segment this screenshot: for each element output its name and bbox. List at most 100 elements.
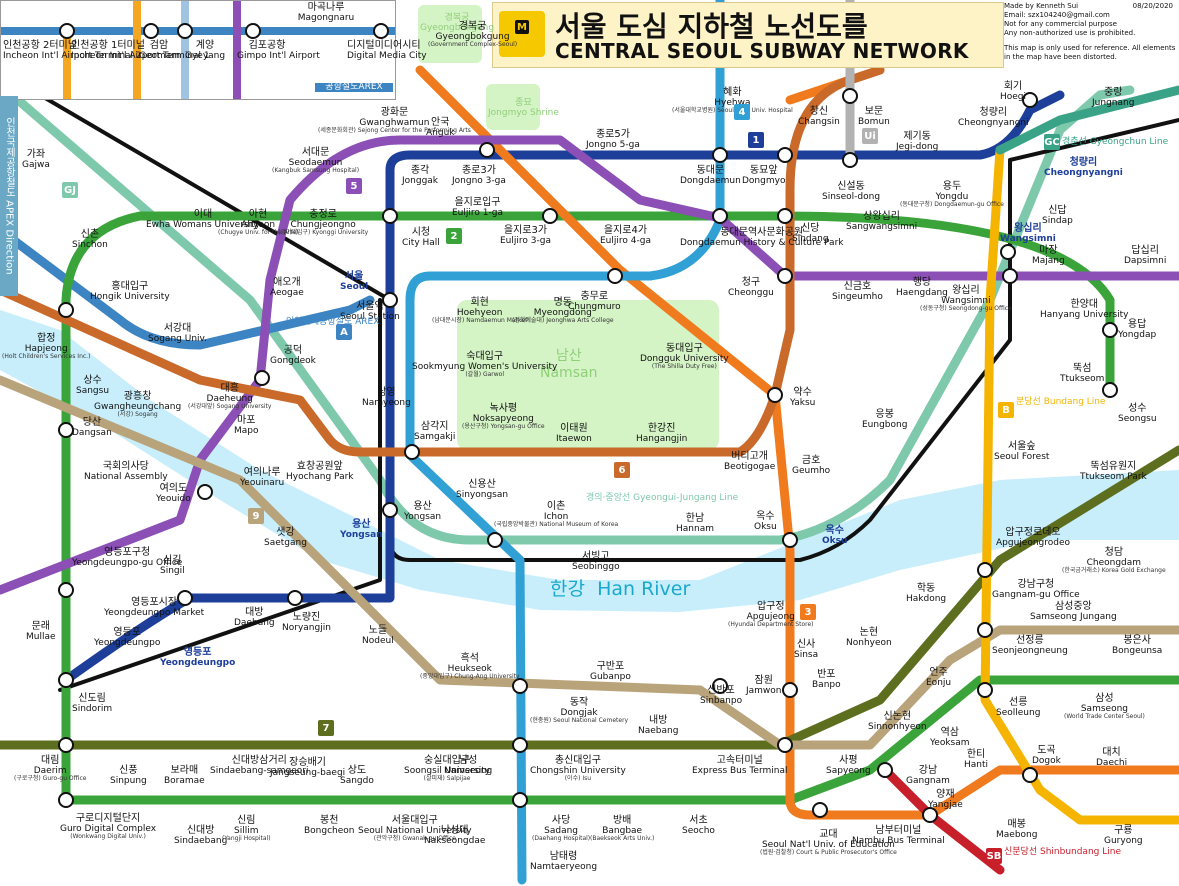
station-itaewon: 이태원 Itaewon bbox=[556, 423, 592, 444]
station-yangjae: 양재 Yangjae bbox=[928, 789, 963, 810]
station-sookmyung-women-s-university: 숙대입구 Sookmyung Women's University (갈월) Gar… bbox=[412, 351, 558, 378]
station-samseong: 삼성 Samseong (World Trade Center Seoul) bbox=[1064, 693, 1145, 720]
station-jonggak: 종각 Jonggak bbox=[402, 165, 439, 186]
station-eonju: 언주 Eonju bbox=[926, 667, 952, 688]
station-sindap: 신답 Sindap bbox=[1042, 205, 1073, 226]
station-anguk: 안국 Anguk bbox=[426, 117, 455, 138]
line-badge-line9: 9 bbox=[248, 508, 264, 524]
station-guryong: 구룡 Guryong bbox=[1104, 825, 1143, 846]
station-wangsimni: 왕십리 Wangsimni (성동구청) Seongdong-gu Office bbox=[920, 285, 1012, 312]
station-daeheung: 대흥 Daeheung (서강대앞) Sogang University bbox=[188, 383, 272, 410]
station-sinyongsan: 신용산 Sinyongsan bbox=[456, 479, 509, 500]
station-gubanpo: 구반포 Gubanpo bbox=[590, 661, 631, 682]
apex-direction: 인천국제공항철도 APEX Direction bbox=[0, 96, 18, 296]
station-jongno-3-ga: 종로3가 Jongno 3-ga bbox=[452, 165, 506, 186]
station-apgujeongrodeo: 압구정로데오 Apgujeongrodeo bbox=[996, 527, 1071, 548]
station-yeouinaru: 여의나루 Yeouinaru bbox=[240, 467, 285, 488]
station-samgakji: 삼각지 Samgakji bbox=[414, 421, 456, 442]
station-dongmyo: 동묘앞 Dongmyo bbox=[742, 165, 786, 186]
station-noksapyeong: 녹사평 Noksapyeong (용산구청) Yongsan-gu Office bbox=[462, 403, 545, 430]
station-sindorim: 신도림 Sindorim bbox=[72, 693, 113, 714]
station-gongdeok: 공덕 Gongdeok bbox=[270, 345, 316, 366]
airport-panel-diagram bbox=[1, 1, 395, 99]
station-sillim: 신림 Sillim (Yangji Hospital) bbox=[222, 815, 271, 842]
station-seodaemun: 서대문 Seodaemun (Kangbuk Samsung Hospital) bbox=[272, 147, 360, 174]
station-mapo: 마포 Mapo bbox=[234, 415, 259, 436]
station-bomun: 보문 Bomun bbox=[858, 106, 890, 127]
namsan-park bbox=[457, 300, 719, 450]
line-badge-gyeongui: GJ bbox=[62, 182, 78, 198]
station-gangnam-gu-office: 강남구청 Gangnam-gu Office bbox=[992, 579, 1080, 600]
station-eungbong: 응봉 Eungbong bbox=[862, 409, 908, 430]
station-daechi: 대치 Daechi bbox=[1096, 747, 1128, 768]
station-namseong: 남성 Namseong bbox=[444, 755, 493, 776]
line-9 bbox=[0, 375, 1179, 750]
station-gwanghwamun: 광화문 Gwanghwamun (세종문화회관) Sejong Center for… bbox=[318, 107, 471, 134]
station-hyehwa: 혜화 Hyehwa (서울대학교병원) Seoul Nat'l Univ. Hosp… bbox=[672, 87, 793, 114]
station-jongno-5-ga: 종로5가 Jongno 5-ga bbox=[586, 129, 640, 150]
line-badge-line5: 5 bbox=[346, 178, 362, 194]
line-badge-line6: 6 bbox=[614, 462, 630, 478]
station-sinchon: 신촌 Sinchon bbox=[72, 229, 108, 250]
title-box: M 서울 도심 지하철 노선도를 CENTRAL SEOUL SUBWAY NE… bbox=[492, 2, 1004, 68]
station-label: 인천공항 2터미널 Incheon Int'l Airport Terminal … bbox=[3, 40, 142, 61]
station-chungjeongno: 충정로 Chungjeongno (경기대입구) Kyonggi Universit… bbox=[278, 209, 369, 236]
station-seoul-station: 서울역 Seoul Station bbox=[340, 301, 400, 322]
station-majang: 마장 Majang bbox=[1032, 245, 1065, 266]
station-label: 디지털미디어시티 Digital Media City bbox=[347, 40, 427, 61]
line-2 bbox=[61, 211, 1179, 805]
airport-panel: 인천공항 2터미널 Incheon Int'l Airport Terminal … bbox=[0, 0, 427, 100]
station-jamwon: 잠원 Jamwon bbox=[746, 675, 782, 696]
station-guro-digital-complex: 구로디지털단지 Guro Digital Complex (Wonkwang Dig… bbox=[60, 813, 157, 840]
station-dongguk-university: 동대입구 Dongguk University (The Shilla Duty F… bbox=[640, 343, 729, 370]
station-yeongdeungpo-market: 영등포시장 Yeongdeungpo Market bbox=[104, 597, 205, 618]
station-seonjeongneung: 선정릉 Seonjeongneung bbox=[992, 635, 1068, 656]
station-chungmuro: 충무로 Chungmuro bbox=[568, 291, 621, 312]
station-dangsan: 당산 Dangsan bbox=[72, 417, 112, 438]
station-national-assembly: 국회의사당 National Assembly bbox=[84, 461, 168, 482]
station-myeongdong: 명동 Myeongdong (정화예술대) Jeonghwa Arts Colleg… bbox=[512, 297, 614, 324]
station-sinsa: 신사 Sinsa bbox=[794, 639, 819, 660]
station-hoegi: 회기 Hoegi bbox=[1000, 81, 1027, 102]
station-yongsan: 용산 Yongsan bbox=[404, 501, 442, 522]
station-hakdong: 학동 Hakdong bbox=[906, 583, 947, 604]
station-nambu-bus-terminal: 남부터미널 Nambu Bus Terminal bbox=[852, 825, 945, 846]
park-label: 종묘 Jongmyo Shrine bbox=[488, 98, 559, 118]
station-singil: 신길 Singil bbox=[160, 555, 185, 576]
line-name-shinbundang: 신분당선 Shinbundang Line bbox=[1004, 847, 1121, 857]
station-bongcheon: 봉천 Bongcheon bbox=[304, 815, 355, 836]
station-gyeongbokgung: 경복궁 Gyeongbokgung (Government Complex-Seou… bbox=[428, 21, 518, 48]
station-bongeunsa: 봉은사 Bongeunsa bbox=[1112, 635, 1163, 656]
station-cheongdam: 청담 Cheongdam (한국금거래소) Korea Gold Exchange bbox=[1062, 547, 1166, 574]
station-yongdu: 용두 Yongdu (동대문구청) Dongdaemun-gu Office bbox=[900, 181, 1004, 208]
station-sangsu: 상수 Sangsu bbox=[76, 375, 110, 396]
station-dongdaemun-history-culture-park: 동대문역사문화공원 Dongdaemun History & Culture Pa… bbox=[680, 227, 844, 248]
station-oksu: 옥수 Oksu bbox=[754, 511, 777, 532]
station-sindang: 신당 Sindang bbox=[792, 223, 829, 244]
station-seolleung: 선릉 Seolleung bbox=[996, 697, 1041, 718]
station-seoul-forest: 서울숲 Seoul Forest bbox=[994, 441, 1050, 462]
station-heukseok: 흑석 Heukseok (중앙대입구) Chung-Ang University bbox=[420, 653, 520, 680]
station-samseong-jungang: 삼성중앙 Samseong Jungang bbox=[1030, 601, 1117, 622]
credits: Made by Kenneth Sui Email: szx104240@gma… bbox=[1004, 2, 1173, 37]
korail-line-2 bbox=[58, 298, 382, 692]
station-hannam: 한남 Hannam bbox=[676, 513, 714, 534]
station-city-hall: 시청 City Hall bbox=[402, 227, 440, 248]
line-6 bbox=[0, 65, 885, 457]
major-station-yeongdeungpo: 영등포 Yeongdeungpo bbox=[160, 647, 236, 668]
station-sindaebang: 신대방 Sindaebang bbox=[174, 825, 228, 846]
station-sangwangsimni: 상왕십리 Sangwangsimni bbox=[846, 211, 918, 232]
station-yaksu: 약수 Yaksu bbox=[790, 387, 816, 408]
station-hyochang-park: 효창공원앞 Hyochang Park bbox=[286, 461, 354, 482]
station-saetgang: 샛강 Saetgang bbox=[264, 527, 307, 548]
station-seoul-national-university: 서울대입구 Seoul National University (관악구청) Gwa… bbox=[358, 815, 472, 842]
station-ichon: 이촌 Ichon (국립중앙박물관) National Museum of Kore… bbox=[494, 501, 619, 528]
station-namyeong: 남영 Namyeong bbox=[362, 387, 411, 408]
station-seocho: 서초 Seocho bbox=[682, 815, 715, 836]
station-dapsimni: 답십리 Dapsimni bbox=[1124, 245, 1167, 266]
station-sinpung: 신풍 Sinpung bbox=[110, 765, 147, 786]
station-hoehyeon: 회현 Hoehyeon (남대문시장) Namdaemun Market bbox=[432, 297, 528, 324]
station-ewha-womans-university: 이대 Ewha Womans University bbox=[146, 209, 260, 230]
major-station-wangsimni: 왕십리 Wangsimni bbox=[1000, 223, 1056, 244]
station-daebang: 대방 Daebang bbox=[234, 607, 275, 628]
